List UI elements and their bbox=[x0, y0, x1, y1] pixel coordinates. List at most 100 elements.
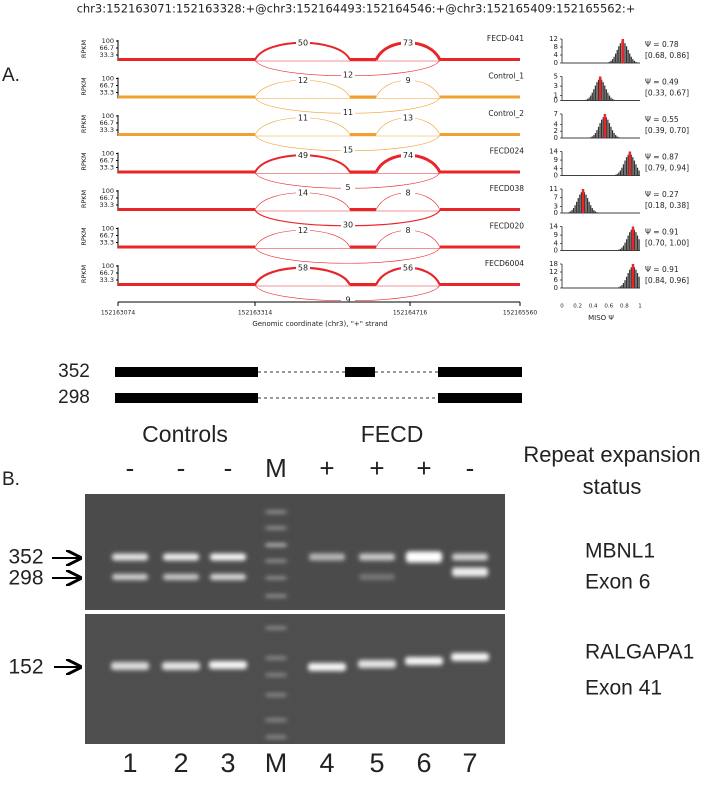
coverage bbox=[440, 95, 520, 99]
coverage bbox=[350, 58, 376, 61]
hist-bar bbox=[636, 167, 639, 176]
hist-bar bbox=[608, 95, 611, 101]
hist-bar bbox=[622, 164, 625, 176]
hist-bar bbox=[593, 135, 595, 138]
y-tick-label: 33.3 bbox=[100, 51, 114, 59]
hist-bar bbox=[621, 285, 623, 288]
lane-number: 4 bbox=[319, 748, 334, 778]
hist-x-tick-label: 0.6 bbox=[604, 304, 613, 310]
hist-bar bbox=[619, 170, 621, 176]
psi-label: Ψ = 0.87 bbox=[645, 153, 679, 162]
junction-count: 13 bbox=[403, 114, 413, 123]
hist-bar bbox=[630, 267, 632, 288]
x-tick-label: 152163314 bbox=[238, 310, 273, 317]
hist-bar bbox=[619, 43, 621, 63]
lane-status: - bbox=[177, 453, 186, 483]
psi-label: Ψ = 0.91 bbox=[645, 228, 679, 237]
hist-bar bbox=[632, 157, 634, 176]
hist-bar bbox=[597, 79, 600, 101]
lane-number: 3 bbox=[220, 748, 235, 778]
label-bg bbox=[296, 150, 310, 161]
label-bg bbox=[401, 113, 415, 123]
hist-bar bbox=[624, 280, 626, 288]
hist-bar bbox=[608, 61, 611, 63]
label-bg bbox=[401, 38, 415, 48]
ci-label: [0.68, 0.86] bbox=[645, 51, 689, 60]
band bbox=[265, 626, 287, 630]
hist-bar bbox=[593, 89, 595, 101]
coverage bbox=[350, 283, 376, 286]
y-axis-label: RPKM bbox=[80, 227, 88, 245]
label-bg bbox=[296, 113, 310, 123]
junction-count: 74 bbox=[403, 151, 413, 160]
hist-y-tick-label: 0 bbox=[554, 97, 558, 105]
coverage bbox=[350, 95, 376, 99]
hist-bar bbox=[599, 123, 601, 138]
hist-bar bbox=[638, 276, 640, 288]
band bbox=[358, 660, 396, 668]
psi-label: Ψ = 0.27 bbox=[645, 190, 679, 199]
junction-count: 58 bbox=[298, 264, 308, 273]
coverage bbox=[118, 170, 255, 174]
junction-count: 11 bbox=[298, 114, 308, 123]
hist-bar bbox=[590, 137, 592, 138]
hist-bar bbox=[576, 201, 578, 213]
lane-status: + bbox=[369, 453, 384, 483]
hist-y-tick-label: 14 bbox=[549, 148, 558, 156]
y-tick-label: 33.3 bbox=[100, 201, 114, 209]
hist-bar bbox=[594, 211, 597, 213]
hist-bar bbox=[571, 210, 573, 213]
gel-bottom bbox=[85, 614, 505, 744]
junction-count: 73 bbox=[403, 39, 413, 48]
hist-bar bbox=[629, 269, 631, 288]
psi-label: Ψ = 0.55 bbox=[645, 115, 679, 124]
y-tick-label: 33.3 bbox=[100, 164, 114, 172]
lane-number: 5 bbox=[369, 748, 384, 778]
label-bg bbox=[401, 225, 415, 236]
hist-bar bbox=[630, 154, 632, 176]
hist-bar bbox=[610, 97, 612, 101]
band bbox=[210, 574, 246, 580]
x-tick-label: 152163074 bbox=[101, 310, 136, 317]
hist-y-tick-label: 0 bbox=[554, 209, 558, 217]
hist-y-tick-label: 3 bbox=[554, 202, 558, 210]
coverage bbox=[118, 95, 255, 99]
lane-status: + bbox=[319, 453, 334, 483]
gene-label: MBNL1 bbox=[585, 540, 655, 563]
hist-y-tick-label: 11 bbox=[549, 185, 558, 193]
label-bg bbox=[341, 220, 355, 230]
coverage bbox=[350, 133, 376, 136]
hist-bar bbox=[635, 269, 637, 288]
hist-bar bbox=[619, 286, 621, 288]
hist-y-tick-label: 4 bbox=[554, 120, 559, 128]
junction-count: 9 bbox=[405, 76, 410, 85]
hist-bar bbox=[616, 49, 618, 63]
hist-y-tick-label: 8 bbox=[554, 43, 558, 51]
label-bg bbox=[341, 107, 355, 118]
hist-bar bbox=[624, 160, 626, 176]
y-tick-label: 100 bbox=[102, 75, 114, 83]
hist-bar bbox=[638, 239, 640, 251]
hist-bar bbox=[607, 92, 609, 101]
hist-y-tick-label: 14 bbox=[549, 223, 558, 231]
gene-label: Exon 6 bbox=[585, 571, 650, 594]
y-tick-label: 100 bbox=[102, 187, 114, 195]
y-tick-label: 100 bbox=[102, 262, 114, 270]
hist-bar bbox=[569, 211, 572, 213]
hist-bar bbox=[591, 92, 593, 101]
junction-count: 49 bbox=[298, 151, 308, 160]
y-axis-label: RPKM bbox=[80, 190, 88, 208]
y-axis-label: RPKM bbox=[80, 115, 88, 133]
band bbox=[451, 653, 489, 661]
hist-bar bbox=[610, 60, 612, 63]
junction-count: 12 bbox=[298, 226, 308, 235]
hist-bar bbox=[618, 249, 620, 251]
hist-bar bbox=[591, 136, 593, 138]
hist-x-label: MISO Ψ bbox=[588, 314, 614, 322]
hist-bar bbox=[632, 59, 634, 63]
band bbox=[406, 551, 442, 563]
panel-label: B. bbox=[2, 469, 20, 490]
hist-x-tick-label: 0.2 bbox=[573, 304, 582, 310]
junction-count: 8 bbox=[405, 189, 410, 198]
y-tick-label: 66.7 bbox=[100, 157, 114, 165]
